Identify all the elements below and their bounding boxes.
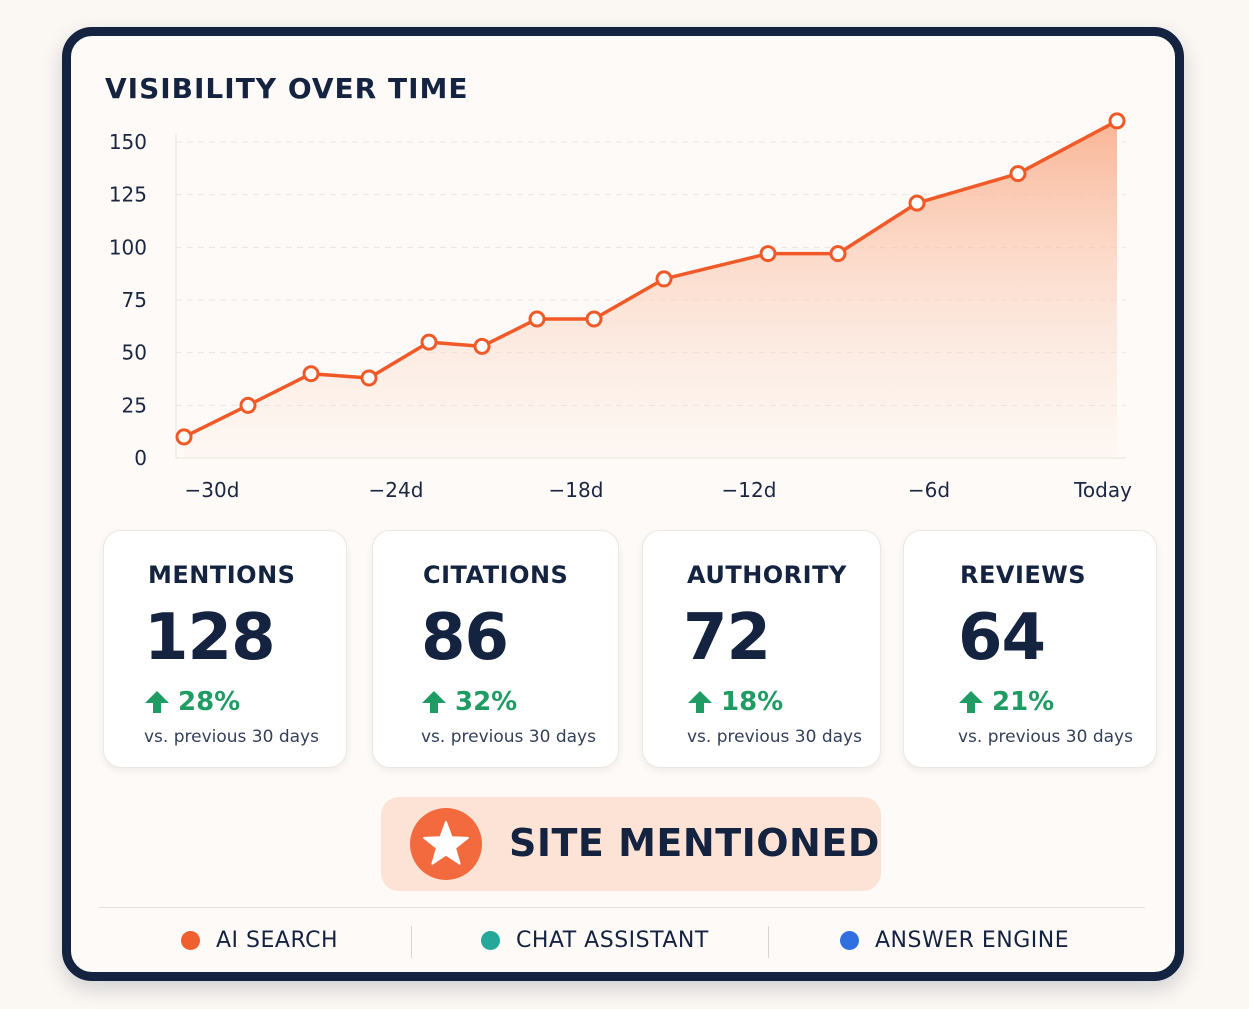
x-tick-label: Today <box>1073 478 1132 502</box>
legend-item-answer-engine: ANSWER ENGINE <box>840 928 1069 953</box>
y-tick-label: 75 <box>122 288 147 312</box>
series-area <box>184 120 1117 458</box>
data-point <box>829 245 847 263</box>
data-point <box>175 428 193 446</box>
legend-item-ai-search: AI SEARCH <box>181 928 338 953</box>
stat-card-citations: CITATIONS 86 32% vs. previous 30 days <box>372 530 619 768</box>
data-point <box>473 337 491 355</box>
data-point <box>1009 165 1027 183</box>
y-tick-label: 25 <box>122 393 147 417</box>
data-point <box>528 310 546 328</box>
data-point <box>1108 112 1126 130</box>
x-tick-label: −12d <box>722 478 777 502</box>
legend-dot <box>181 931 200 950</box>
site-mentioned-banner: SITE MENTIONED <box>381 797 881 891</box>
y-tick-label: 100 <box>109 235 147 259</box>
y-tick-label: 0 <box>134 446 147 470</box>
y-tick-label: 125 <box>109 183 147 207</box>
x-tick-label: −30d <box>185 478 240 502</box>
chart-title: VISIBILITY OVER TIME <box>105 72 469 105</box>
stat-label: REVIEWS <box>960 561 1087 589</box>
divider <box>99 907 1145 908</box>
stat-value: 72 <box>683 601 771 675</box>
stat-change-value: 18% <box>721 687 784 717</box>
x-tick-label: −6d <box>908 478 950 502</box>
arrow-up-icon <box>688 691 712 713</box>
stat-value: 64 <box>958 601 1046 675</box>
stat-label: AUTHORITY <box>687 561 847 589</box>
legend-dot <box>840 931 859 950</box>
legend-separator <box>411 926 412 958</box>
legend-label: ANSWER ENGINE <box>875 928 1070 953</box>
stat-change: 21% <box>958 687 1054 717</box>
data-point <box>759 245 777 263</box>
stat-change-value: 21% <box>992 687 1055 717</box>
stat-label: MENTIONS <box>148 561 296 589</box>
arrow-up-icon <box>959 691 983 713</box>
legend-item-chat-assistant: CHAT ASSISTANT <box>481 928 709 953</box>
x-tick-label: −18d <box>549 478 604 502</box>
stat-change-value: 28% <box>178 687 241 717</box>
legend-separator <box>768 926 769 958</box>
data-point <box>908 194 926 212</box>
y-tick-label: 150 <box>109 130 147 154</box>
star-icon <box>410 808 482 880</box>
stat-note: vs. previous 30 days <box>144 727 319 747</box>
legend-label: AI SEARCH <box>216 928 339 953</box>
banner-text: SITE MENTIONED <box>509 821 880 865</box>
stat-change-value: 32% <box>455 687 518 717</box>
stat-card-reviews: REVIEWS 64 21% vs. previous 30 days <box>903 530 1157 768</box>
series-line <box>182 119 1119 439</box>
data-point <box>585 310 603 328</box>
stat-change: 18% <box>687 687 783 717</box>
stat-card-authority: AUTHORITY 72 18% vs. previous 30 days <box>642 530 881 768</box>
stat-value: 86 <box>421 601 509 675</box>
stat-note: vs. previous 30 days <box>687 727 862 747</box>
arrow-up-icon <box>145 691 169 713</box>
data-point <box>239 396 257 414</box>
stat-card-mentions: MENTIONS 128 28% vs. previous 30 days <box>103 530 347 768</box>
legend: AI SEARCH CHAT ASSISTANT ANSWER ENGINE <box>71 920 1175 966</box>
stat-change: 32% <box>421 687 517 717</box>
legend-label: CHAT ASSISTANT <box>516 928 709 953</box>
stat-value: 128 <box>144 601 276 675</box>
data-point <box>655 270 673 288</box>
stat-change: 28% <box>144 687 240 717</box>
data-point <box>360 369 378 387</box>
data-point <box>420 333 438 351</box>
stat-label: CITATIONS <box>423 561 569 589</box>
stat-note: vs. previous 30 days <box>958 727 1133 747</box>
stat-note: vs. previous 30 days <box>421 727 596 747</box>
x-tick-label: −24d <box>369 478 424 502</box>
arrow-up-icon <box>422 691 446 713</box>
visibility-chart: 0 25 50 75 100 125 150 −30d −24d −18d −12d −6d Today <box>109 112 1132 502</box>
data-point <box>302 365 320 383</box>
dashboard-card: VISIBILITY OVER TIME 0 25 50 75 100 125 150 −30… <box>62 27 1184 981</box>
legend-dot <box>481 931 500 950</box>
y-tick-label: 50 <box>122 341 147 365</box>
